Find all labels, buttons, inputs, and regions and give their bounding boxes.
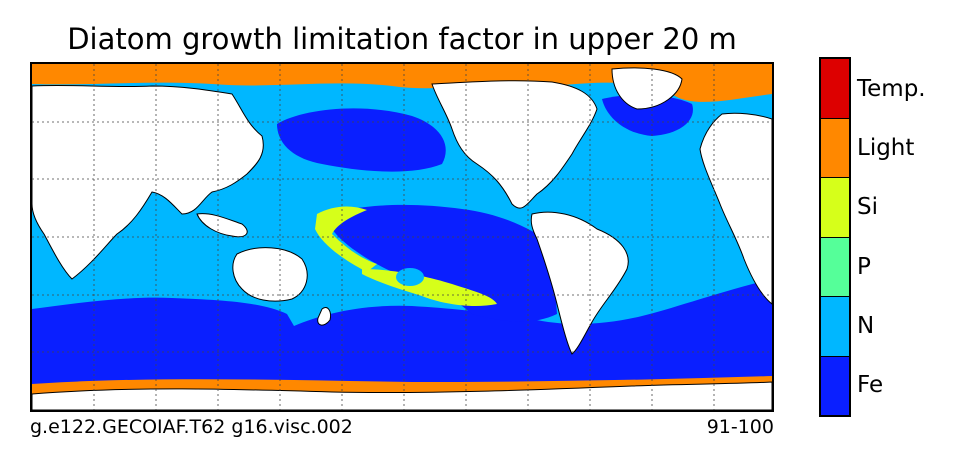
year-range-label: 91-100 <box>706 416 774 438</box>
colorbar-label-n: N <box>857 313 875 339</box>
land-south-america <box>530 211 629 355</box>
land-indonesia <box>196 213 248 238</box>
region-fe-southern-ocean <box>32 279 772 410</box>
region-n-island <box>396 268 424 286</box>
colorbar <box>819 57 851 417</box>
region-fe-pacific <box>332 204 557 322</box>
region-si-north-fringe <box>315 206 377 272</box>
land-antarctica <box>32 381 772 410</box>
colorbar-label-p: P <box>857 253 871 280</box>
run-id-label: g.e122.GECOIAF.T62 g16.visc.002 <box>30 416 353 438</box>
map-canvas <box>32 64 772 410</box>
colorbar-segment-p <box>821 237 849 297</box>
land-north-america <box>431 80 598 209</box>
colorbar-label-fe: Fe <box>857 372 884 399</box>
colorbar-segment-light <box>821 118 849 178</box>
ocean-map <box>30 62 774 412</box>
colorbar-label-light: Light <box>857 135 915 161</box>
land-eurasia-africa <box>32 84 264 280</box>
region-fe-north-pacific <box>277 108 446 172</box>
colorbar-labels: Temp. Light Si P N Fe <box>857 57 957 417</box>
colorbar-segment-temp <box>821 59 849 119</box>
colorbar-segment-n <box>821 297 849 357</box>
land-australia <box>232 247 308 302</box>
colorbar-segment-fe <box>821 356 849 415</box>
land-new-zealand <box>317 306 331 326</box>
colorbar-label-temp: Temp. <box>857 75 926 102</box>
region-light-arctic <box>32 64 772 102</box>
colorbar-segment-si <box>821 178 849 238</box>
land-greenland <box>611 67 683 110</box>
region-si-subtropical <box>362 269 497 307</box>
land-europe-africa <box>699 112 772 305</box>
region-fe-north-atlantic <box>602 94 693 136</box>
gridlines <box>32 64 772 410</box>
chart-title: Diatom growth limitation factor in upper… <box>67 22 737 56</box>
colorbar-label-si: Si <box>857 194 878 221</box>
